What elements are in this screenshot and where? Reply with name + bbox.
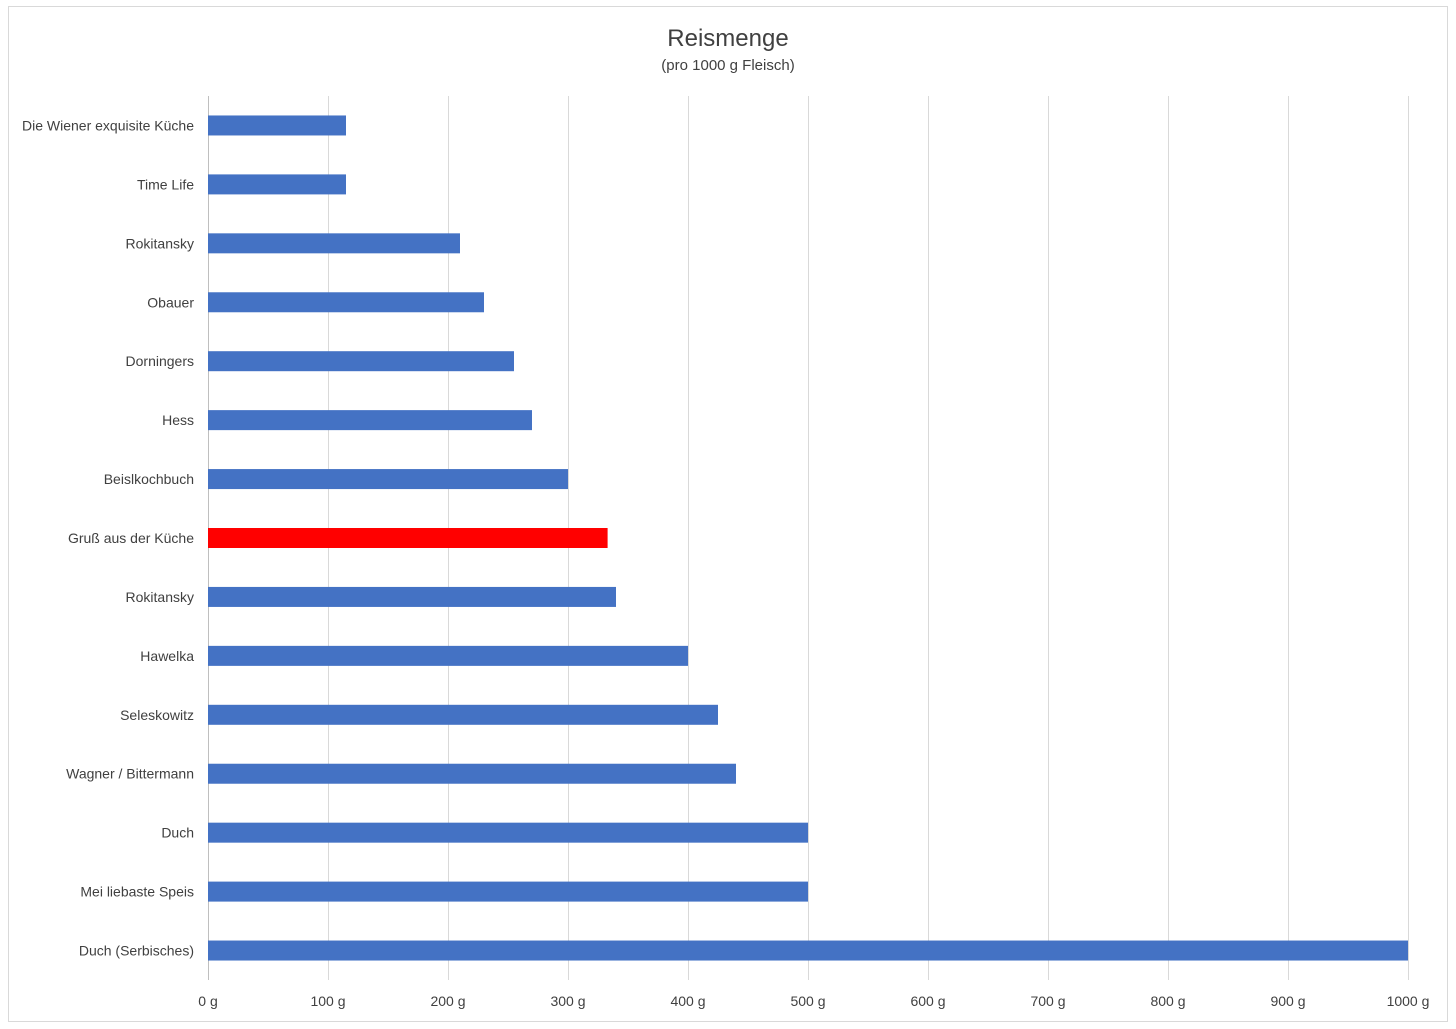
bar: [208, 174, 346, 195]
category-label: Rokitansky: [126, 235, 194, 251]
x-tick-label: 500 g: [790, 993, 825, 1009]
x-tick-label: 200 g: [430, 993, 465, 1009]
category-label: Obauer: [147, 294, 194, 310]
category-label: Wagner / Bittermann: [66, 766, 194, 782]
bar: [208, 469, 568, 490]
bar: [208, 115, 346, 136]
bars: [208, 115, 1408, 961]
bar: [208, 704, 718, 725]
x-tick-label: 1000 g: [1387, 993, 1430, 1009]
bar: [208, 881, 808, 902]
category-label: Die Wiener exquisite Küche: [22, 117, 194, 133]
category-label: Seleskowitz: [120, 707, 194, 723]
bar: [208, 645, 688, 666]
bar: [208, 351, 514, 372]
bar: [208, 940, 1408, 961]
x-axis-tick-labels: 0 g 100 g 200 g 300 g 400 g 500 g 600 g 700 g 80…: [198, 993, 1429, 1009]
chart-subtitle: (pro 1000 g Fleisch): [661, 57, 794, 74]
category-label: Dorningers: [126, 353, 194, 369]
bar: [208, 586, 616, 607]
category-label: Duch (Serbisches): [79, 943, 194, 959]
x-tick-label: 800 g: [1150, 993, 1185, 1009]
category-label: Rokitansky: [126, 589, 194, 605]
x-tick-label: 400 g: [670, 993, 705, 1009]
category-label: Hess: [162, 412, 194, 428]
x-tick-label: 900 g: [1270, 993, 1305, 1009]
x-tick-label: 700 g: [1030, 993, 1065, 1009]
bar: [208, 528, 608, 548]
x-tick-label: 100 g: [310, 993, 345, 1009]
x-tick-label: 0 g: [198, 993, 217, 1009]
x-tick-label: 600 g: [910, 993, 945, 1009]
category-labels: Die Wiener exquisite Küche Time Life Rokit…: [22, 117, 194, 958]
category-label: Duch: [161, 825, 194, 841]
bar: [208, 410, 532, 431]
bar: [208, 763, 736, 784]
bar: [208, 233, 460, 254]
category-label: Hawelka: [140, 648, 194, 664]
bar: [208, 822, 808, 843]
category-label: Beislkochbuch: [104, 471, 194, 487]
x-tick-label: 300 g: [550, 993, 585, 1009]
bar: [208, 292, 484, 313]
chart-title: Reismenge: [667, 25, 788, 52]
category-label: Time Life: [137, 176, 194, 192]
category-label: Gruß aus der Küche: [68, 530, 194, 546]
category-label: Mei liebaste Speis: [80, 884, 194, 900]
